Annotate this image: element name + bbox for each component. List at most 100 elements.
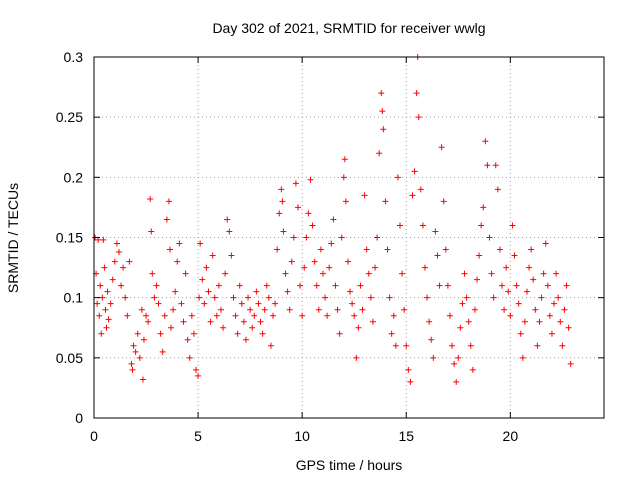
y-tick-label: 0.05 — [56, 350, 83, 366]
data-point — [159, 348, 166, 355]
data-point — [334, 306, 341, 313]
data-point — [94, 300, 101, 307]
data-point — [290, 234, 297, 241]
data-point — [374, 234, 381, 241]
data-point — [209, 252, 216, 259]
x-axis-ticks: 0 5 10 15 20 — [90, 57, 518, 444]
data-point — [176, 240, 183, 247]
data-point — [317, 246, 324, 253]
data-point — [432, 228, 439, 235]
data-point — [401, 306, 408, 313]
data-point — [234, 330, 241, 337]
data-point — [126, 258, 133, 265]
data-point — [440, 198, 447, 205]
data-point — [157, 330, 164, 337]
data-point — [494, 186, 501, 193]
data-point — [324, 312, 331, 319]
data-point — [190, 330, 197, 337]
data-point — [253, 288, 260, 295]
data-point — [363, 246, 370, 253]
data-point — [197, 240, 204, 247]
data-point — [544, 282, 551, 289]
data-point — [369, 318, 376, 325]
data-point — [511, 252, 518, 259]
data-point — [102, 306, 109, 313]
data-point — [338, 234, 345, 241]
data-point — [540, 270, 547, 277]
data-point — [388, 330, 395, 337]
data-point — [530, 276, 537, 283]
data-point — [109, 276, 116, 283]
data-point — [378, 90, 385, 97]
data-point — [453, 378, 460, 385]
data-point — [538, 294, 545, 301]
data-point — [140, 336, 147, 343]
data-point — [105, 316, 112, 323]
data-point — [238, 300, 245, 307]
y-tick-label: 0.1 — [64, 290, 84, 306]
data-point — [465, 318, 472, 325]
data-point — [555, 294, 562, 301]
data-point — [207, 318, 214, 325]
data-point — [259, 330, 266, 337]
data-point — [245, 294, 252, 301]
data-point — [326, 264, 333, 271]
data-point — [526, 264, 533, 271]
data-point — [384, 246, 391, 253]
data-point — [332, 282, 339, 289]
data-point — [424, 294, 431, 301]
data-point — [124, 312, 131, 319]
data-point — [459, 300, 466, 307]
data-point — [165, 198, 172, 205]
data-point — [288, 258, 295, 265]
data-point — [403, 342, 410, 349]
data-point — [282, 270, 289, 277]
data-point — [421, 264, 428, 271]
data-point — [255, 300, 262, 307]
y-tick-label: 0.25 — [56, 109, 83, 125]
y-axis-ticks: 0 0.05 0.1 0.15 0.2 0.25 0.3 — [56, 49, 604, 426]
data-point — [476, 252, 483, 259]
data-point — [392, 342, 399, 349]
data-point — [101, 264, 108, 271]
data-point — [480, 204, 487, 211]
data-point — [405, 366, 412, 373]
data-point — [521, 318, 528, 325]
data-point — [534, 342, 541, 349]
data-point — [295, 204, 301, 211]
data-point — [515, 300, 522, 307]
data-point — [120, 264, 127, 271]
data-point — [305, 210, 312, 217]
data-point — [413, 90, 420, 97]
y-tick-label: 0 — [75, 410, 83, 426]
data-point — [96, 312, 103, 319]
data-point — [380, 126, 387, 133]
data-point — [276, 210, 283, 217]
data-point — [115, 248, 122, 255]
data-point — [457, 324, 464, 331]
data-point — [372, 264, 379, 271]
data-point — [548, 330, 555, 337]
data-point — [303, 234, 310, 241]
data-point — [292, 180, 299, 187]
data-point — [507, 312, 514, 319]
data-point — [100, 236, 107, 243]
data-point — [313, 282, 320, 289]
data-point — [182, 270, 189, 277]
data-point — [505, 288, 512, 295]
y-tick-label: 0.3 — [64, 49, 84, 65]
data-point — [390, 312, 397, 319]
data-point — [438, 144, 445, 151]
data-point — [455, 354, 462, 361]
data-point — [222, 270, 229, 277]
data-point — [542, 240, 549, 247]
data-point — [336, 330, 343, 337]
data-point — [426, 318, 433, 325]
data-point — [217, 306, 224, 313]
data-point — [415, 114, 422, 121]
data-point — [430, 354, 437, 361]
x-tick-label: 0 — [90, 428, 98, 444]
data-point — [563, 282, 570, 289]
data-point — [149, 270, 156, 277]
